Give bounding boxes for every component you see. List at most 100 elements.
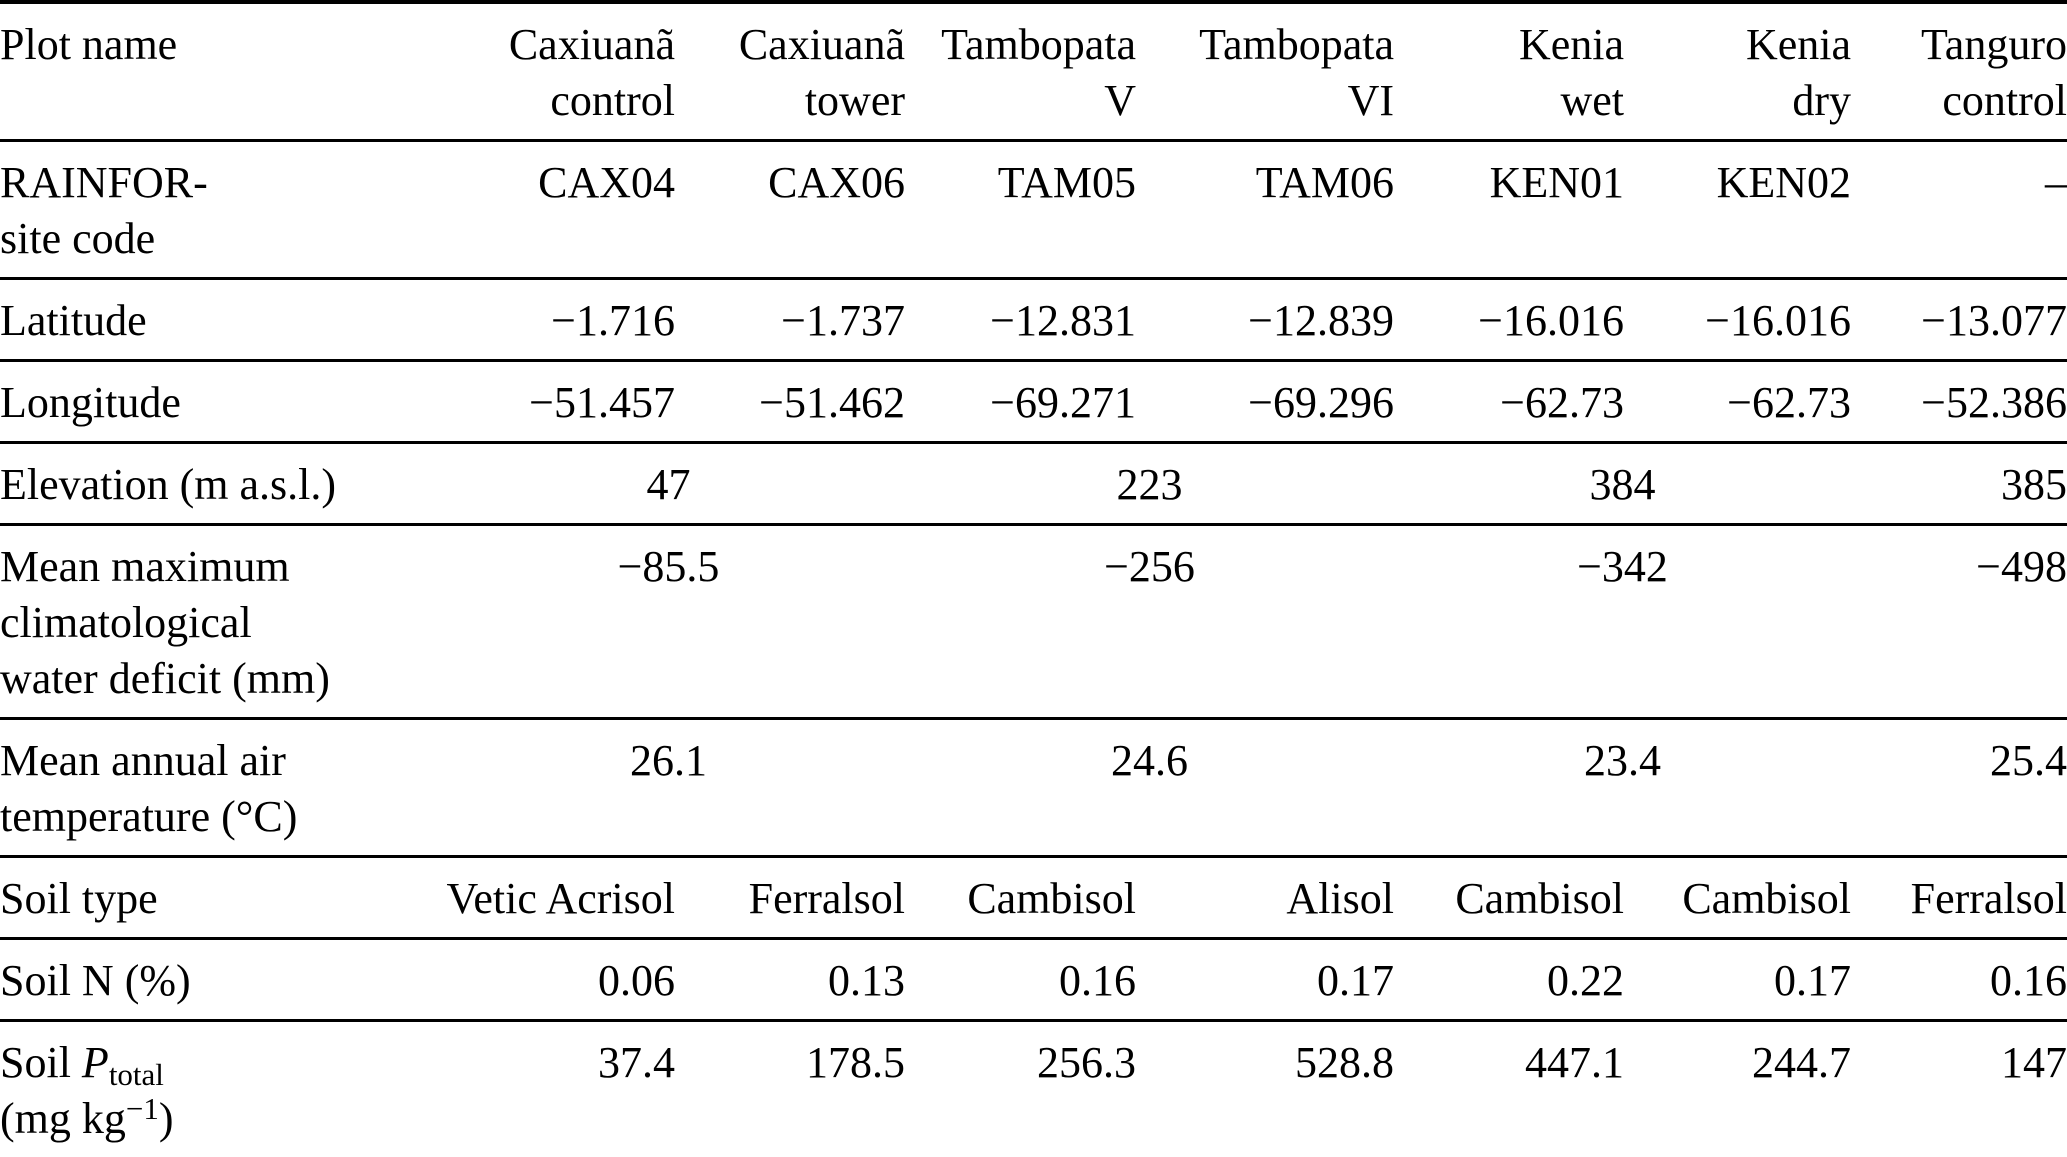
value-cell: 528.8	[1295, 1038, 1394, 1087]
value-cell: 385	[2001, 460, 2067, 509]
row-label: Longitude	[0, 378, 181, 427]
value-cell-span: 223	[1116, 460, 1183, 509]
column-header-line: Caxiuanã	[738, 20, 905, 69]
value-cell: CAX04	[538, 158, 675, 207]
value-cell-span: 26.1	[630, 736, 707, 785]
row-label: Soil N (%)	[0, 956, 191, 1005]
column-header-line: VI	[1347, 76, 1394, 125]
row-label-line: water deficit (mm)	[0, 654, 330, 703]
table-row-soil-n: Soil N (%) 0.06 0.13 0.16 0.17 0.22 0.17…	[0, 939, 2067, 1021]
value-cell: 244.7	[1752, 1038, 1851, 1087]
p-subscript: total	[108, 1056, 164, 1092]
value-cell: −62.73	[1500, 378, 1624, 427]
value-cell: Vetic Acrisol	[446, 874, 675, 923]
value-cell-span: −85.5	[617, 542, 720, 591]
value-cell: −498	[1976, 542, 2067, 591]
value-cell-span: 384	[1589, 460, 1656, 509]
table-row-soil-p-total: Soil Ptotal (mg kg−1) 37.4 178.5 256.3 5…	[0, 1021, 2067, 1157]
row-label: Mean annual air temperature (°C)	[0, 719, 432, 857]
unit-superscript: −1	[125, 1091, 159, 1127]
value-cell: TAM05	[997, 158, 1136, 207]
table-row-air-temperature: Mean annual air temperature (°C) 26.1 24…	[0, 719, 2067, 857]
value-cell-span: −342	[1577, 542, 1668, 591]
row-label: Soil Ptotal (mg kg−1)	[0, 1021, 432, 1157]
value-cell: −51.462	[759, 378, 905, 427]
value-cell: −1.737	[781, 296, 905, 345]
value-cell: TAM06	[1255, 158, 1394, 207]
value-cell: −12.831	[990, 296, 1136, 345]
value-cell: −16.016	[1705, 296, 1851, 345]
value-cell: Cambisol	[1682, 874, 1851, 923]
row-label-line: Soil Ptotal	[0, 1038, 164, 1092]
row-label-line: climatological	[0, 598, 252, 647]
column-header-line: Tambopata	[1199, 20, 1394, 69]
value-cell: CAX06	[768, 158, 905, 207]
column-header-line: control	[1942, 76, 2067, 125]
value-cell: 256.3	[1037, 1038, 1136, 1087]
column-header-caxiuana-control: Caxiuanã control	[432, 2, 675, 141]
column-header-line: Caxiuanã	[508, 20, 675, 69]
table-row-elevation: Elevation (m a.s.l.) 47 223 384 385	[0, 443, 2067, 525]
value-cell-span: 23.4	[1584, 736, 1661, 785]
value-cell: 0.16	[1990, 956, 2067, 1005]
column-header-line: Tanguro	[1921, 20, 2067, 69]
value-cell-span: −256	[1104, 542, 1195, 591]
value-cell: −62.73	[1727, 378, 1851, 427]
table-row-rainfor-site-code: RAINFOR- site code CAX04 CAX06 TAM05 TAM…	[0, 141, 2067, 279]
table-row-latitude: Latitude −1.716 −1.737 −12.831 −12.839 −…	[0, 279, 2067, 361]
row-label: Latitude	[0, 296, 147, 345]
p-symbol: P	[81, 1038, 109, 1087]
row-label-line: Mean maximum	[0, 542, 290, 591]
row-label: RAINFOR- site code	[0, 141, 432, 279]
column-header-kenia-dry: Kenia dry	[1624, 2, 1851, 141]
value-cell: 0.06	[598, 956, 675, 1005]
value-cell: 0.17	[1317, 956, 1394, 1005]
value-cell: 0.17	[1774, 956, 1851, 1005]
column-header-line: dry	[1792, 76, 1851, 125]
value-cell: –	[2045, 158, 2067, 207]
value-cell: Ferralsol	[748, 874, 905, 923]
value-cell-span: 24.6	[1111, 736, 1188, 785]
header-plot-name: Plot name	[0, 20, 178, 69]
row-label-line: Mean annual air	[0, 736, 286, 785]
value-cell: KEN01	[1489, 158, 1624, 207]
value-cell: 25.4	[1990, 736, 2067, 785]
value-cell-span: 47	[646, 460, 691, 509]
row-label: Soil type	[0, 874, 158, 923]
value-cell: −51.457	[529, 378, 675, 427]
value-cell: Ferralsol	[1910, 874, 2067, 923]
value-cell: 0.16	[1059, 956, 1136, 1005]
row-label-line: RAINFOR-	[0, 158, 208, 207]
value-cell: 0.22	[1547, 956, 1624, 1005]
value-cell: Alisol	[1286, 874, 1394, 923]
value-cell: 0.13	[828, 956, 905, 1005]
value-cell: 147	[2001, 1038, 2067, 1087]
row-label-line: temperature (°C)	[0, 792, 298, 841]
column-header-tambopata-vi: Tambopata VI	[1136, 2, 1394, 141]
column-header-line: Kenia	[1745, 20, 1851, 69]
column-header-line: control	[550, 76, 675, 125]
header-row: Plot name Caxiuanã control Caxiuanã towe…	[0, 2, 2067, 141]
row-label: Mean maximum climatological water defici…	[0, 525, 432, 719]
value-cell: −12.839	[1248, 296, 1394, 345]
value-cell: −69.271	[990, 378, 1136, 427]
value-cell: 37.4	[598, 1038, 675, 1087]
row-label: Elevation (m a.s.l.)	[0, 460, 337, 509]
value-cell: KEN02	[1716, 158, 1851, 207]
value-cell: Cambisol	[967, 874, 1136, 923]
value-cell: −13.077	[1921, 296, 2067, 345]
table-row-longitude: Longitude −51.457 −51.462 −69.271 −69.29…	[0, 361, 2067, 443]
column-header-caxiuana-tower: Caxiuanã tower	[675, 2, 905, 141]
column-header-tanguro-control: Tanguro control	[1851, 2, 2067, 141]
table-row-water-deficit: Mean maximum climatological water defici…	[0, 525, 2067, 719]
column-header-line: wet	[1560, 76, 1624, 125]
column-header-tambopata-v: Tambopata V	[905, 2, 1136, 141]
column-header-line: Tambopata	[941, 20, 1136, 69]
column-header-line: V	[1104, 76, 1136, 125]
value-cell: −69.296	[1248, 378, 1394, 427]
value-cell: 178.5	[806, 1038, 905, 1087]
value-cell: −52.386	[1921, 378, 2067, 427]
row-label-line: site code	[0, 214, 156, 263]
